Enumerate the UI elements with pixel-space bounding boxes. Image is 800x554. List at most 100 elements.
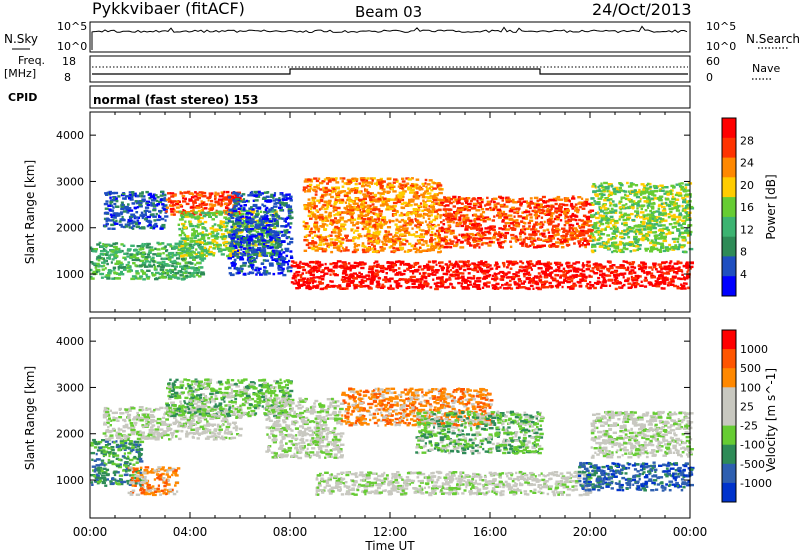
heatmap-cell [285,236,289,239]
heatmap-cell [213,223,217,226]
heatmap-cell [452,270,456,274]
heatmap-cell [685,262,689,265]
heatmap-cell [368,225,373,228]
heatmap-cell [283,202,288,205]
heatmap-cell [419,238,424,242]
heatmap-cell [228,235,231,238]
heatmap-cell [216,247,222,250]
heatmap-cell [349,213,354,216]
heatmap-cell [408,242,412,246]
heatmap-cell [427,211,433,214]
heatmap-cell [240,214,243,217]
heatmap-cell [316,187,320,190]
heatmap-cell [268,239,272,242]
heatmap-cell [359,285,363,288]
heatmap-cell [314,249,319,252]
heatmap-cell [537,272,541,275]
heatmap-cell [285,225,288,228]
heatmap-cell [618,286,621,289]
heatmap-cell [555,241,560,244]
heatmap-cell [183,233,187,237]
heatmap-cell [223,216,228,219]
heatmap-cell [549,217,554,220]
heatmap-cell [315,209,319,212]
heatmap-cell [625,268,630,272]
heatmap-cell [494,276,498,279]
heatmap-cell [179,192,184,195]
heatmap-cell [313,185,318,189]
heatmap-cell [432,187,437,190]
heatmap-cell [289,241,294,244]
heatmap-cell [144,260,150,263]
heatmap-cell [423,282,428,285]
heatmap-cell [187,271,192,275]
heatmap-cell [194,256,198,259]
heatmap-cell [105,253,108,256]
heatmap-cell [243,209,248,212]
heatmap-cell [174,268,177,271]
heatmap-cell [234,233,238,237]
heatmap-cell [418,240,421,243]
heatmap-cell [547,274,551,277]
heatmap-cell [548,198,553,202]
heatmap-cell [368,223,371,226]
heatmap-cell [627,282,632,285]
heatmap-cell [161,260,166,264]
heatmap-cell [458,267,461,271]
heatmap-cell [109,196,112,199]
heatmap-cell [245,218,250,222]
heatmap-cell [415,178,420,181]
heatmap-cell [305,222,309,225]
heatmap-cell [112,197,116,200]
heatmap-cell [534,282,540,285]
heatmap-cell [289,269,293,273]
heatmap-cell [380,186,384,189]
heatmap-cell [266,219,270,222]
heatmap-cell [430,206,435,209]
heatmap-cell [140,211,144,214]
heatmap-cell [321,250,327,253]
heatmap-cell [323,201,328,204]
heatmap-cell [371,211,375,215]
heatmap-cell [673,284,677,288]
heatmap-cell [257,268,261,272]
heatmap-cell [386,186,391,189]
heatmap-cell [261,239,267,242]
heatmap-cell [312,207,317,210]
heatmap-cell [257,221,261,224]
heatmap-cell [147,263,152,266]
heatmap-cell [373,273,377,276]
heatmap-cell [188,247,192,250]
heatmap-cell [412,183,418,186]
heatmap-cell [209,227,214,230]
heatmap-cell [103,225,107,228]
heatmap-cell [221,193,225,196]
heatmap-cell [281,217,284,220]
heatmap-cell [603,284,608,287]
heatmap-cell [444,200,449,203]
heatmap-cell [320,275,325,278]
heatmap-cell [251,251,254,254]
heatmap-cell [525,227,530,230]
heatmap-cell [461,279,465,282]
heatmap-cell [395,225,399,229]
heatmap-cell [426,268,431,271]
heatmap-cell [173,276,178,279]
heatmap-cell [619,273,622,276]
heatmap-cell [112,206,115,209]
heatmap-cell [484,260,488,264]
heatmap-cell [116,260,121,263]
heatmap-cell [571,224,575,227]
heatmap-cell [573,275,578,278]
heatmap-cell [374,228,379,231]
heatmap-cell [344,208,347,211]
heatmap-cell [166,273,170,276]
heatmap-cell [332,187,336,191]
heatmap-cell [107,219,113,222]
heatmap-cell [516,219,519,222]
heatmap-cell [399,278,405,281]
heatmap-cell [211,241,215,245]
heatmap-cell [519,235,522,238]
heatmap-cell [207,248,211,251]
heatmap-cell [120,243,124,246]
